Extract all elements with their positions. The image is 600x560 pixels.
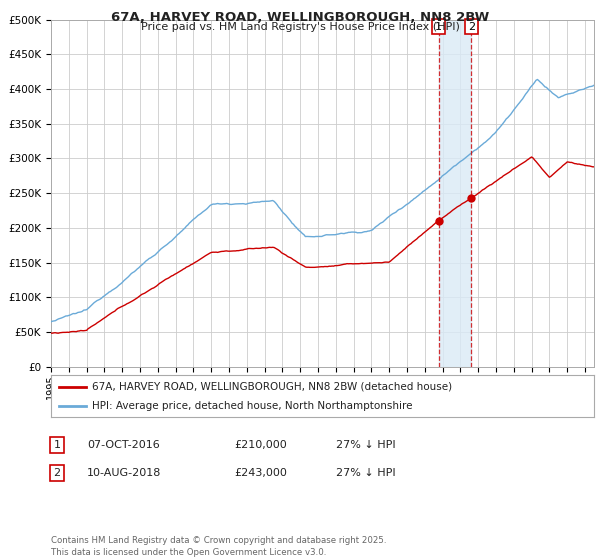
Text: Contains HM Land Registry data © Crown copyright and database right 2025.
This d: Contains HM Land Registry data © Crown c… bbox=[51, 536, 386, 557]
Text: £243,000: £243,000 bbox=[234, 468, 287, 478]
Text: 27% ↓ HPI: 27% ↓ HPI bbox=[336, 468, 395, 478]
Bar bbox=[439, 20, 472, 367]
Text: 27% ↓ HPI: 27% ↓ HPI bbox=[336, 440, 395, 450]
Text: Price paid vs. HM Land Registry's House Price Index (HPI): Price paid vs. HM Land Registry's House … bbox=[140, 22, 460, 32]
Text: 1: 1 bbox=[53, 440, 61, 450]
Text: 10-AUG-2018: 10-AUG-2018 bbox=[87, 468, 161, 478]
Text: £210,000: £210,000 bbox=[234, 440, 287, 450]
Text: 67A, HARVEY ROAD, WELLINGBOROUGH, NN8 2BW: 67A, HARVEY ROAD, WELLINGBOROUGH, NN8 2B… bbox=[111, 11, 489, 24]
Text: HPI: Average price, detached house, North Northamptonshire: HPI: Average price, detached house, Nort… bbox=[92, 401, 412, 411]
Text: 1: 1 bbox=[435, 21, 442, 31]
Text: 2: 2 bbox=[468, 21, 475, 31]
Text: 2: 2 bbox=[53, 468, 61, 478]
Text: 07-OCT-2016: 07-OCT-2016 bbox=[87, 440, 160, 450]
Text: 67A, HARVEY ROAD, WELLINGBOROUGH, NN8 2BW (detached house): 67A, HARVEY ROAD, WELLINGBOROUGH, NN8 2B… bbox=[92, 381, 452, 391]
